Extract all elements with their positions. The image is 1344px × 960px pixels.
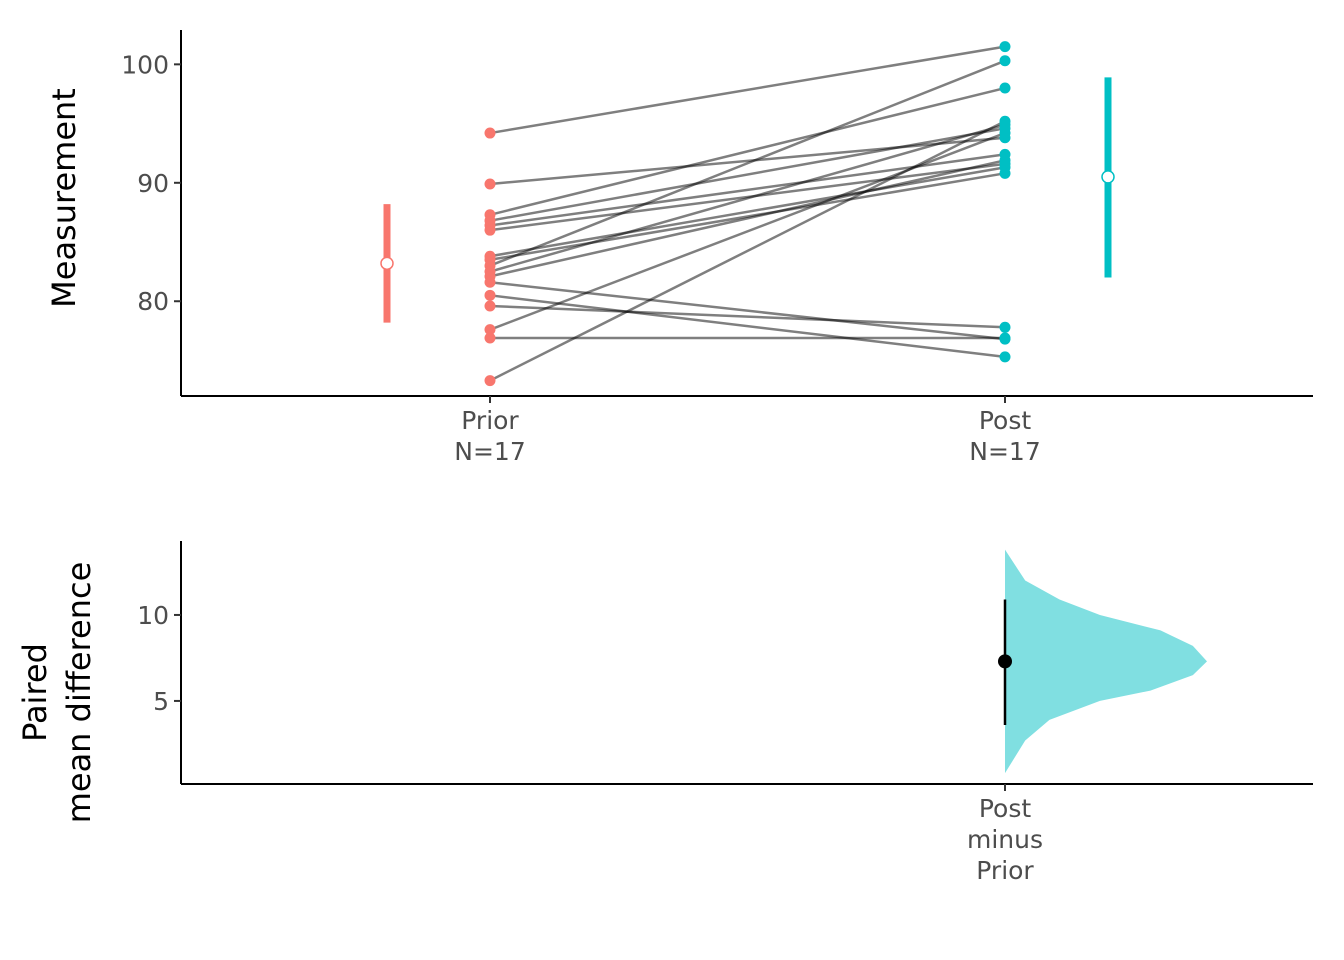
data-point [484,324,496,336]
pair-line [489,159,1006,278]
data-point [999,41,1011,53]
data-point [999,82,1011,94]
pair-line [489,304,1006,329]
pair-line [489,153,1006,227]
y-tick-label: 5 [153,687,169,716]
pair-line [489,166,1006,258]
pair-line [489,45,1006,135]
pair-line [489,120,1006,382]
x-tick-label: Post minus Prior [967,794,1043,885]
x-tick-label: Prior N=17 [454,406,525,466]
data-point [484,375,496,387]
data-point [484,127,496,139]
y-tick-label: 10 [137,601,169,630]
y-tick-label: 100 [121,50,169,79]
pair-line [489,123,1006,273]
bootstrap-density [1005,549,1207,774]
data-point [999,321,1011,333]
pair-line [489,59,1006,267]
data-point [999,332,1011,344]
pair-line [489,281,1006,341]
data-point [484,224,496,236]
data-point [999,127,1011,139]
data-point [484,276,496,288]
pair-line [489,136,1006,186]
pair-line [489,294,1006,359]
mean-difference [998,654,1012,669]
data-point [484,332,496,344]
group-mean [1101,170,1115,184]
data-point [999,167,1011,179]
pair-line [489,127,1006,222]
data-point [484,289,496,301]
data-point [999,55,1011,67]
pair-line [489,86,1006,216]
y-axis-title: Paired mean difference [16,562,98,824]
x-tick-label: Post N=17 [969,406,1040,466]
pair-line [489,172,1006,262]
data-point [484,300,496,312]
data-point [484,178,496,190]
data-point [999,115,1011,127]
data-point [999,154,1011,166]
group-mean [380,256,394,271]
y-tick-label: 90 [137,169,169,198]
y-axis-title: Measurement [45,88,83,308]
data-point [999,351,1011,363]
y-tick-label: 80 [137,287,169,316]
